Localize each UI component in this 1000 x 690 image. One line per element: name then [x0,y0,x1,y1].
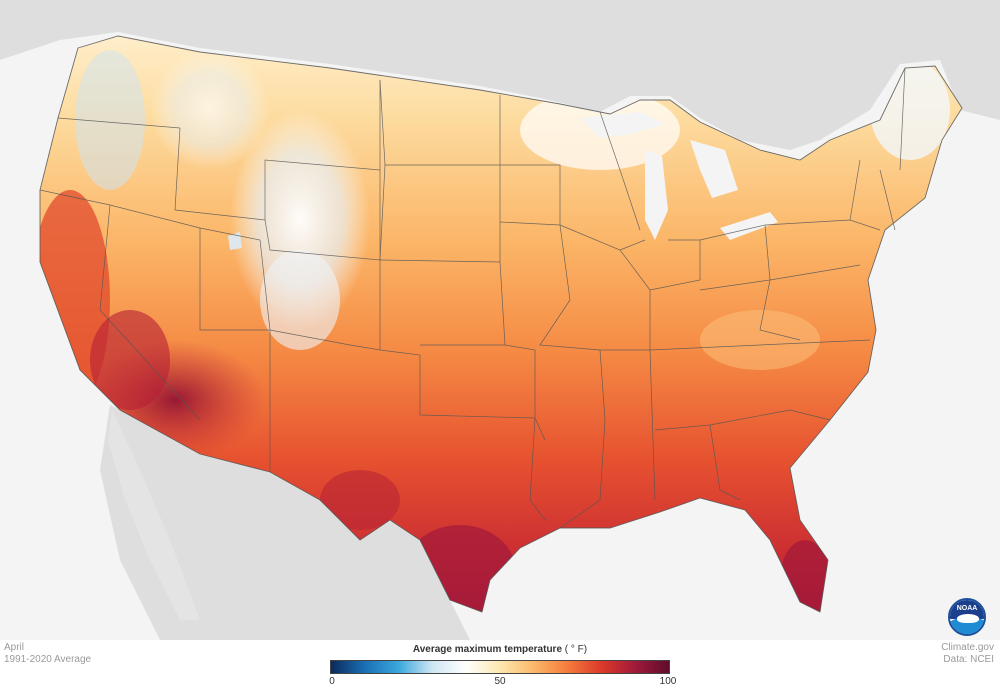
lake-superior [580,112,665,138]
baja-land [108,410,200,620]
map-canvas [0,0,1000,640]
legend-unit: ( ° F) [564,644,588,655]
legend-title-text: Average maximum temperature [412,644,563,655]
credit-data: Data: NCEI [943,654,994,665]
legend-tick-min: 0 [329,676,335,687]
credit-site: Climate.gov [941,642,994,653]
credits: Climate.gov Data: NCEI [941,642,994,666]
period-norm: 1991-2020 Average [4,654,92,665]
state-borders [39,35,963,613]
map-footer: April 1991-2020 Average Average maximum … [0,640,1000,690]
canada-land [0,0,1000,150]
temperature-map[interactable]: NOAA [0,0,1000,640]
period-month: April [4,642,25,653]
lake-huron [690,140,738,198]
color-scale-bar [330,660,670,674]
period-label: April 1991-2020 Average [4,642,91,666]
noaa-logo-icon: NOAA [948,598,986,636]
mexico-land [100,405,470,640]
great-salt-lake [228,232,242,250]
legend-tick-mid: 50 [494,676,506,687]
legend-title: Average maximum temperature ( ° F) [330,644,670,655]
lake-erie [720,212,778,240]
legend-tick-max: 100 [659,676,677,687]
lake-michigan [645,150,668,240]
